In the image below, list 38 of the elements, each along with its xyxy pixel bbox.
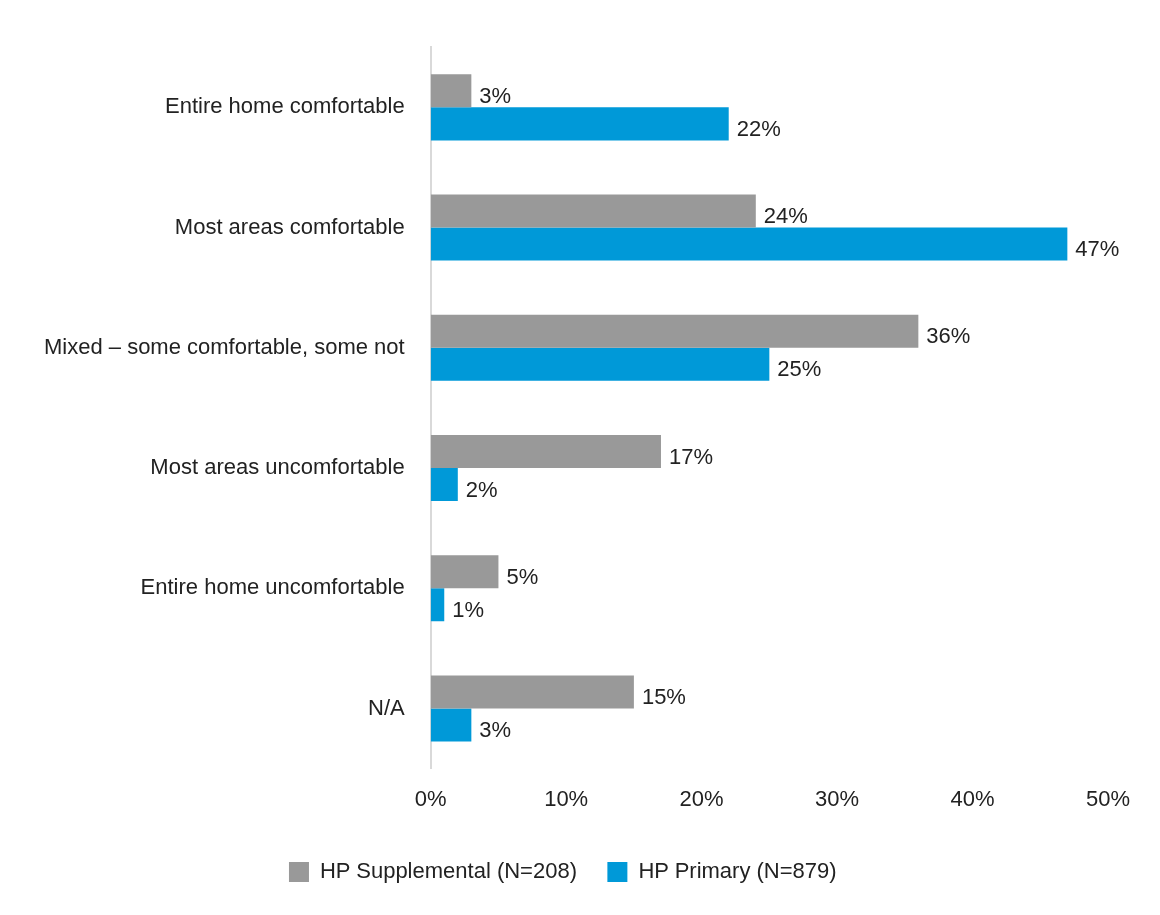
x-tick-label: 50%	[1085, 785, 1131, 811]
data-label: 36%	[926, 323, 971, 349]
bar	[430, 708, 472, 742]
x-tick-label: 10%	[544, 785, 589, 811]
data-label: 3%	[479, 717, 512, 743]
data-label: 17%	[668, 443, 714, 469]
y-tick-label: Entire home uncomfortable	[140, 574, 405, 600]
legend-label: HP Supplemental (N=208)	[319, 858, 577, 884]
x-tick-label: 20%	[679, 785, 724, 811]
y-tick-label: Entire home comfortable	[165, 93, 405, 119]
legend-label: HP Primary (N=879)	[638, 858, 837, 884]
bar	[430, 434, 661, 469]
y-tick-label: N/A	[368, 694, 406, 720]
bar	[430, 107, 729, 141]
y-tick-label: Mixed – some comfortable, some not	[43, 333, 405, 359]
data-label: 24%	[763, 203, 808, 229]
data-label: 2%	[465, 476, 498, 502]
data-label: 25%	[777, 356, 822, 382]
data-label: 1%	[452, 596, 485, 622]
x-tick-label: 30%	[815, 785, 860, 811]
bar	[430, 194, 756, 228]
bar	[430, 347, 770, 381]
bar	[430, 675, 634, 709]
bar	[430, 588, 445, 622]
data-label: 3%	[479, 82, 512, 108]
data-label: 5%	[506, 563, 539, 589]
data-label: 15%	[641, 684, 686, 710]
y-tick-label: Most areas comfortable	[174, 213, 405, 239]
x-tick-label: 0%	[414, 785, 447, 811]
bar	[430, 468, 458, 502]
bar	[430, 555, 499, 589]
data-label: 47%	[1075, 236, 1120, 262]
x-tick-label: 40%	[950, 785, 995, 811]
bar	[430, 227, 1068, 261]
data-label: 22%	[736, 115, 781, 141]
bar	[430, 314, 919, 348]
y-tick-label: Most areas uncomfortable	[150, 454, 405, 480]
bar	[430, 74, 472, 108]
